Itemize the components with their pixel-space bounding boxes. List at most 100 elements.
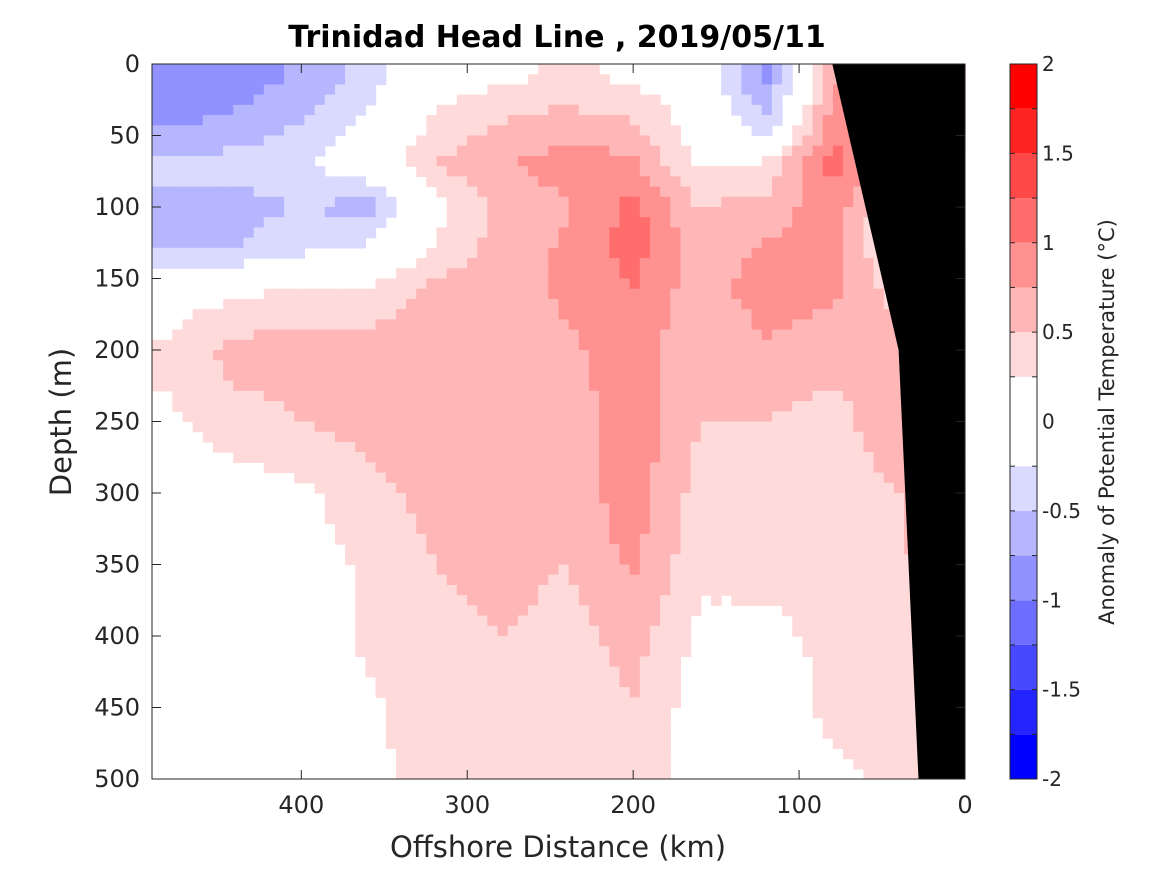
heatmap-cell <box>843 135 854 147</box>
heatmap-cell <box>375 431 387 443</box>
heatmap-cell <box>436 452 448 463</box>
heatmap-cell <box>233 145 245 157</box>
heatmap-cell <box>517 646 529 658</box>
heatmap-cell <box>517 738 529 749</box>
heatmap-cell <box>863 707 875 719</box>
heatmap-cell <box>670 350 682 361</box>
heatmap-cell <box>802 166 814 177</box>
heatmap-cell <box>273 217 285 229</box>
heatmap-cell <box>395 646 407 658</box>
heatmap-cell <box>517 758 529 770</box>
heatmap-cell <box>751 595 763 606</box>
heatmap-cell <box>609 482 621 494</box>
heatmap-cell <box>700 247 712 259</box>
heatmap-cell <box>639 584 651 596</box>
heatmap-cell <box>162 360 173 372</box>
heatmap-cell <box>639 615 651 627</box>
heatmap-cell <box>517 309 529 320</box>
heatmap-cell <box>863 748 875 760</box>
heatmap-cell <box>649 584 661 596</box>
y-tick-label: 350 <box>94 551 140 579</box>
heatmap-cell <box>619 258 631 269</box>
heatmap-cell <box>548 84 560 96</box>
heatmap-cell <box>446 687 458 698</box>
heatmap-cell <box>528 768 539 780</box>
heatmap-cell <box>487 115 499 126</box>
heatmap-cell <box>731 84 743 96</box>
heatmap-cell <box>517 278 529 290</box>
heatmap-cell <box>395 758 407 770</box>
heatmap-cell <box>771 533 783 545</box>
heatmap-cell <box>802 564 814 576</box>
heatmap-cell <box>853 370 864 382</box>
heatmap-cell <box>873 472 885 484</box>
heatmap-cell <box>538 482 549 494</box>
heatmap-cell <box>487 411 499 423</box>
heatmap-cell <box>375 636 387 647</box>
heatmap-cell <box>761 176 773 188</box>
heatmap-cell <box>162 247 173 259</box>
heatmap-cell <box>904 666 915 678</box>
heatmap-cell <box>456 319 468 331</box>
heatmap-cell <box>893 636 905 647</box>
heatmap-cell <box>853 452 864 463</box>
heatmap-cell <box>670 554 682 566</box>
heatmap-cell <box>284 64 295 75</box>
heatmap-cell <box>883 431 895 443</box>
heatmap-cell <box>497 441 509 453</box>
heatmap-cell <box>771 472 783 484</box>
heatmap-cell <box>314 452 326 463</box>
heatmap-cell <box>649 350 661 361</box>
heatmap-cell <box>507 748 519 760</box>
heatmap-cell <box>751 176 763 188</box>
heatmap-cell <box>609 636 621 647</box>
heatmap-cell <box>467 584 478 596</box>
heatmap-cell <box>517 135 529 147</box>
heatmap-cell <box>528 339 539 351</box>
heatmap-cell <box>761 196 773 208</box>
heatmap-cell <box>802 523 814 535</box>
heatmap-cell <box>771 523 783 535</box>
heatmap-cell <box>639 758 651 770</box>
heatmap-cell <box>639 196 651 208</box>
heatmap-cell <box>365 74 377 86</box>
heatmap-cell <box>721 339 732 351</box>
heatmap-cell <box>660 196 671 208</box>
heatmap-cell <box>660 472 671 484</box>
heatmap-cell <box>599 452 610 463</box>
heatmap-cell <box>649 125 661 137</box>
heatmap-cell <box>629 523 641 535</box>
heatmap-cell <box>588 727 600 739</box>
heatmap-cell <box>365 360 377 372</box>
heatmap-cell <box>700 482 712 494</box>
heatmap-cell <box>446 636 458 647</box>
heatmap-cell <box>294 441 306 453</box>
heatmap-cell <box>517 329 529 341</box>
heatmap-cell <box>406 523 417 535</box>
heatmap-cell <box>426 329 438 341</box>
heatmap-cell <box>426 646 438 658</box>
heatmap-cell <box>588 707 600 719</box>
heatmap-cell <box>904 687 915 698</box>
heatmap-cell <box>710 411 722 423</box>
heatmap-cell <box>812 646 824 658</box>
heatmap-cell <box>253 350 265 361</box>
heatmap-cell <box>792 370 803 382</box>
heatmap-cell <box>558 584 570 596</box>
heatmap-cell <box>416 605 427 617</box>
heatmap-cell <box>436 319 448 331</box>
heatmap-cell <box>588 768 600 780</box>
heatmap-cell <box>477 462 488 474</box>
heatmap-cell <box>355 176 367 188</box>
heatmap-cell <box>670 390 682 402</box>
heatmap-cell <box>487 605 499 617</box>
heatmap-cell <box>375 513 387 525</box>
heatmap-cell <box>152 186 163 198</box>
heatmap-cell <box>568 707 580 719</box>
heatmap-cell <box>223 380 234 392</box>
heatmap-cell <box>152 115 163 126</box>
heatmap-cell <box>416 717 427 729</box>
heatmap-cell <box>782 574 793 586</box>
heatmap-cell <box>761 64 773 75</box>
heatmap-cell <box>487 135 499 147</box>
